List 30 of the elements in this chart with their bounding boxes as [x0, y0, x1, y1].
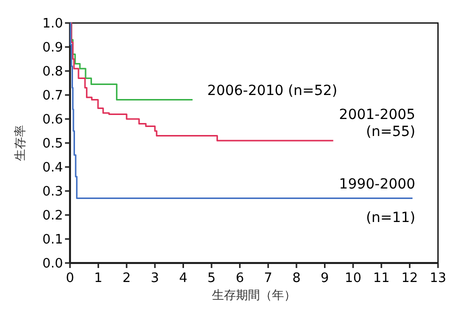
y-tick-label: 0.0: [42, 256, 63, 272]
x-tick-label: 1: [94, 271, 102, 286]
x-tick-label: 11: [373, 271, 390, 286]
y-tick-label: 0.2: [42, 208, 63, 224]
x-tick-label: 7: [264, 271, 272, 286]
x-axis-title: 生存期間（年）: [212, 288, 296, 302]
y-tick-label: 0.1: [42, 232, 63, 248]
y-tick-label: 1.0: [42, 16, 63, 32]
series-label: 2006-2010 (n=52): [207, 83, 338, 99]
x-tick-label: 12: [401, 271, 418, 286]
text: 1990-2000 (n=11): [339, 176, 416, 226]
y-tick-label: 0.5: [42, 136, 63, 152]
x-tick-label: 13: [430, 271, 446, 286]
y-tick-label: 0.7: [42, 88, 63, 104]
x-tick-label: 6: [236, 271, 244, 286]
series-label: 2001-2005 (n=55): [339, 107, 416, 140]
x-tick-label: 8: [292, 271, 301, 286]
x-tick-label: 3: [150, 271, 160, 286]
y-tick-label: 0.3: [42, 184, 63, 200]
x-tick-label: 10: [344, 271, 362, 286]
y-tick-label: 0.9: [42, 40, 63, 56]
y-tick-label: 0.8: [42, 64, 63, 80]
x-tick-label: 5: [207, 271, 216, 286]
y-axis-title: 生存率: [13, 125, 27, 161]
x-tick-label: 0: [66, 271, 74, 286]
x-tick-label: 9: [320, 271, 329, 286]
x-tick-label: 2: [122, 271, 131, 286]
y-tick-label: 0.6: [42, 112, 63, 128]
x-tick-label: 4: [179, 271, 188, 286]
y-tick-label: 0.4: [42, 160, 63, 176]
